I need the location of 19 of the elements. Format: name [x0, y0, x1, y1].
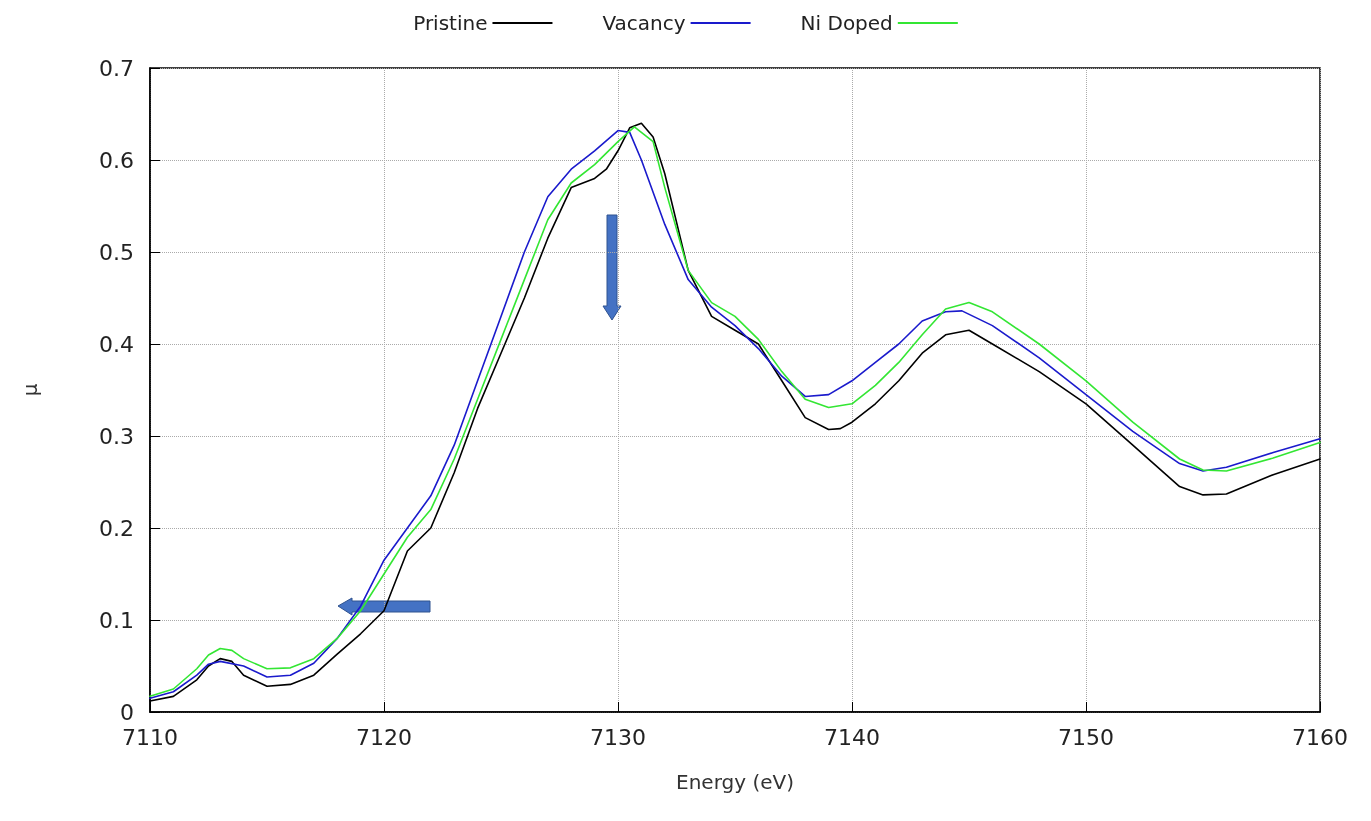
x-tick-label: 7130	[590, 724, 646, 750]
x-tick-label: 7140	[824, 724, 880, 750]
x-tick-label: 7150	[1058, 724, 1114, 750]
legend-label: Pristine	[413, 11, 488, 35]
x-tick-label: 7110	[122, 724, 178, 750]
y-axis-title: μ	[18, 383, 42, 397]
y-tick-label: 0.3	[99, 423, 134, 449]
x-tick-label: 7120	[356, 724, 412, 750]
x-tick-label: 7160	[1292, 724, 1348, 750]
y-tick-label: 0.1	[99, 607, 134, 633]
y-tick-label: 0.4	[99, 331, 134, 357]
y-tick-label: 0	[120, 699, 134, 725]
y-tick-label: 0.7	[99, 55, 134, 81]
legend-label: Vacancy	[602, 11, 686, 35]
legend-label: Ni Doped	[800, 11, 893, 35]
y-tick-label: 0.5	[99, 239, 134, 265]
y-tick-label: 0.6	[99, 147, 134, 173]
x-axis-title: Energy (eV)	[676, 770, 794, 794]
y-tick-label: 0.2	[99, 515, 134, 541]
